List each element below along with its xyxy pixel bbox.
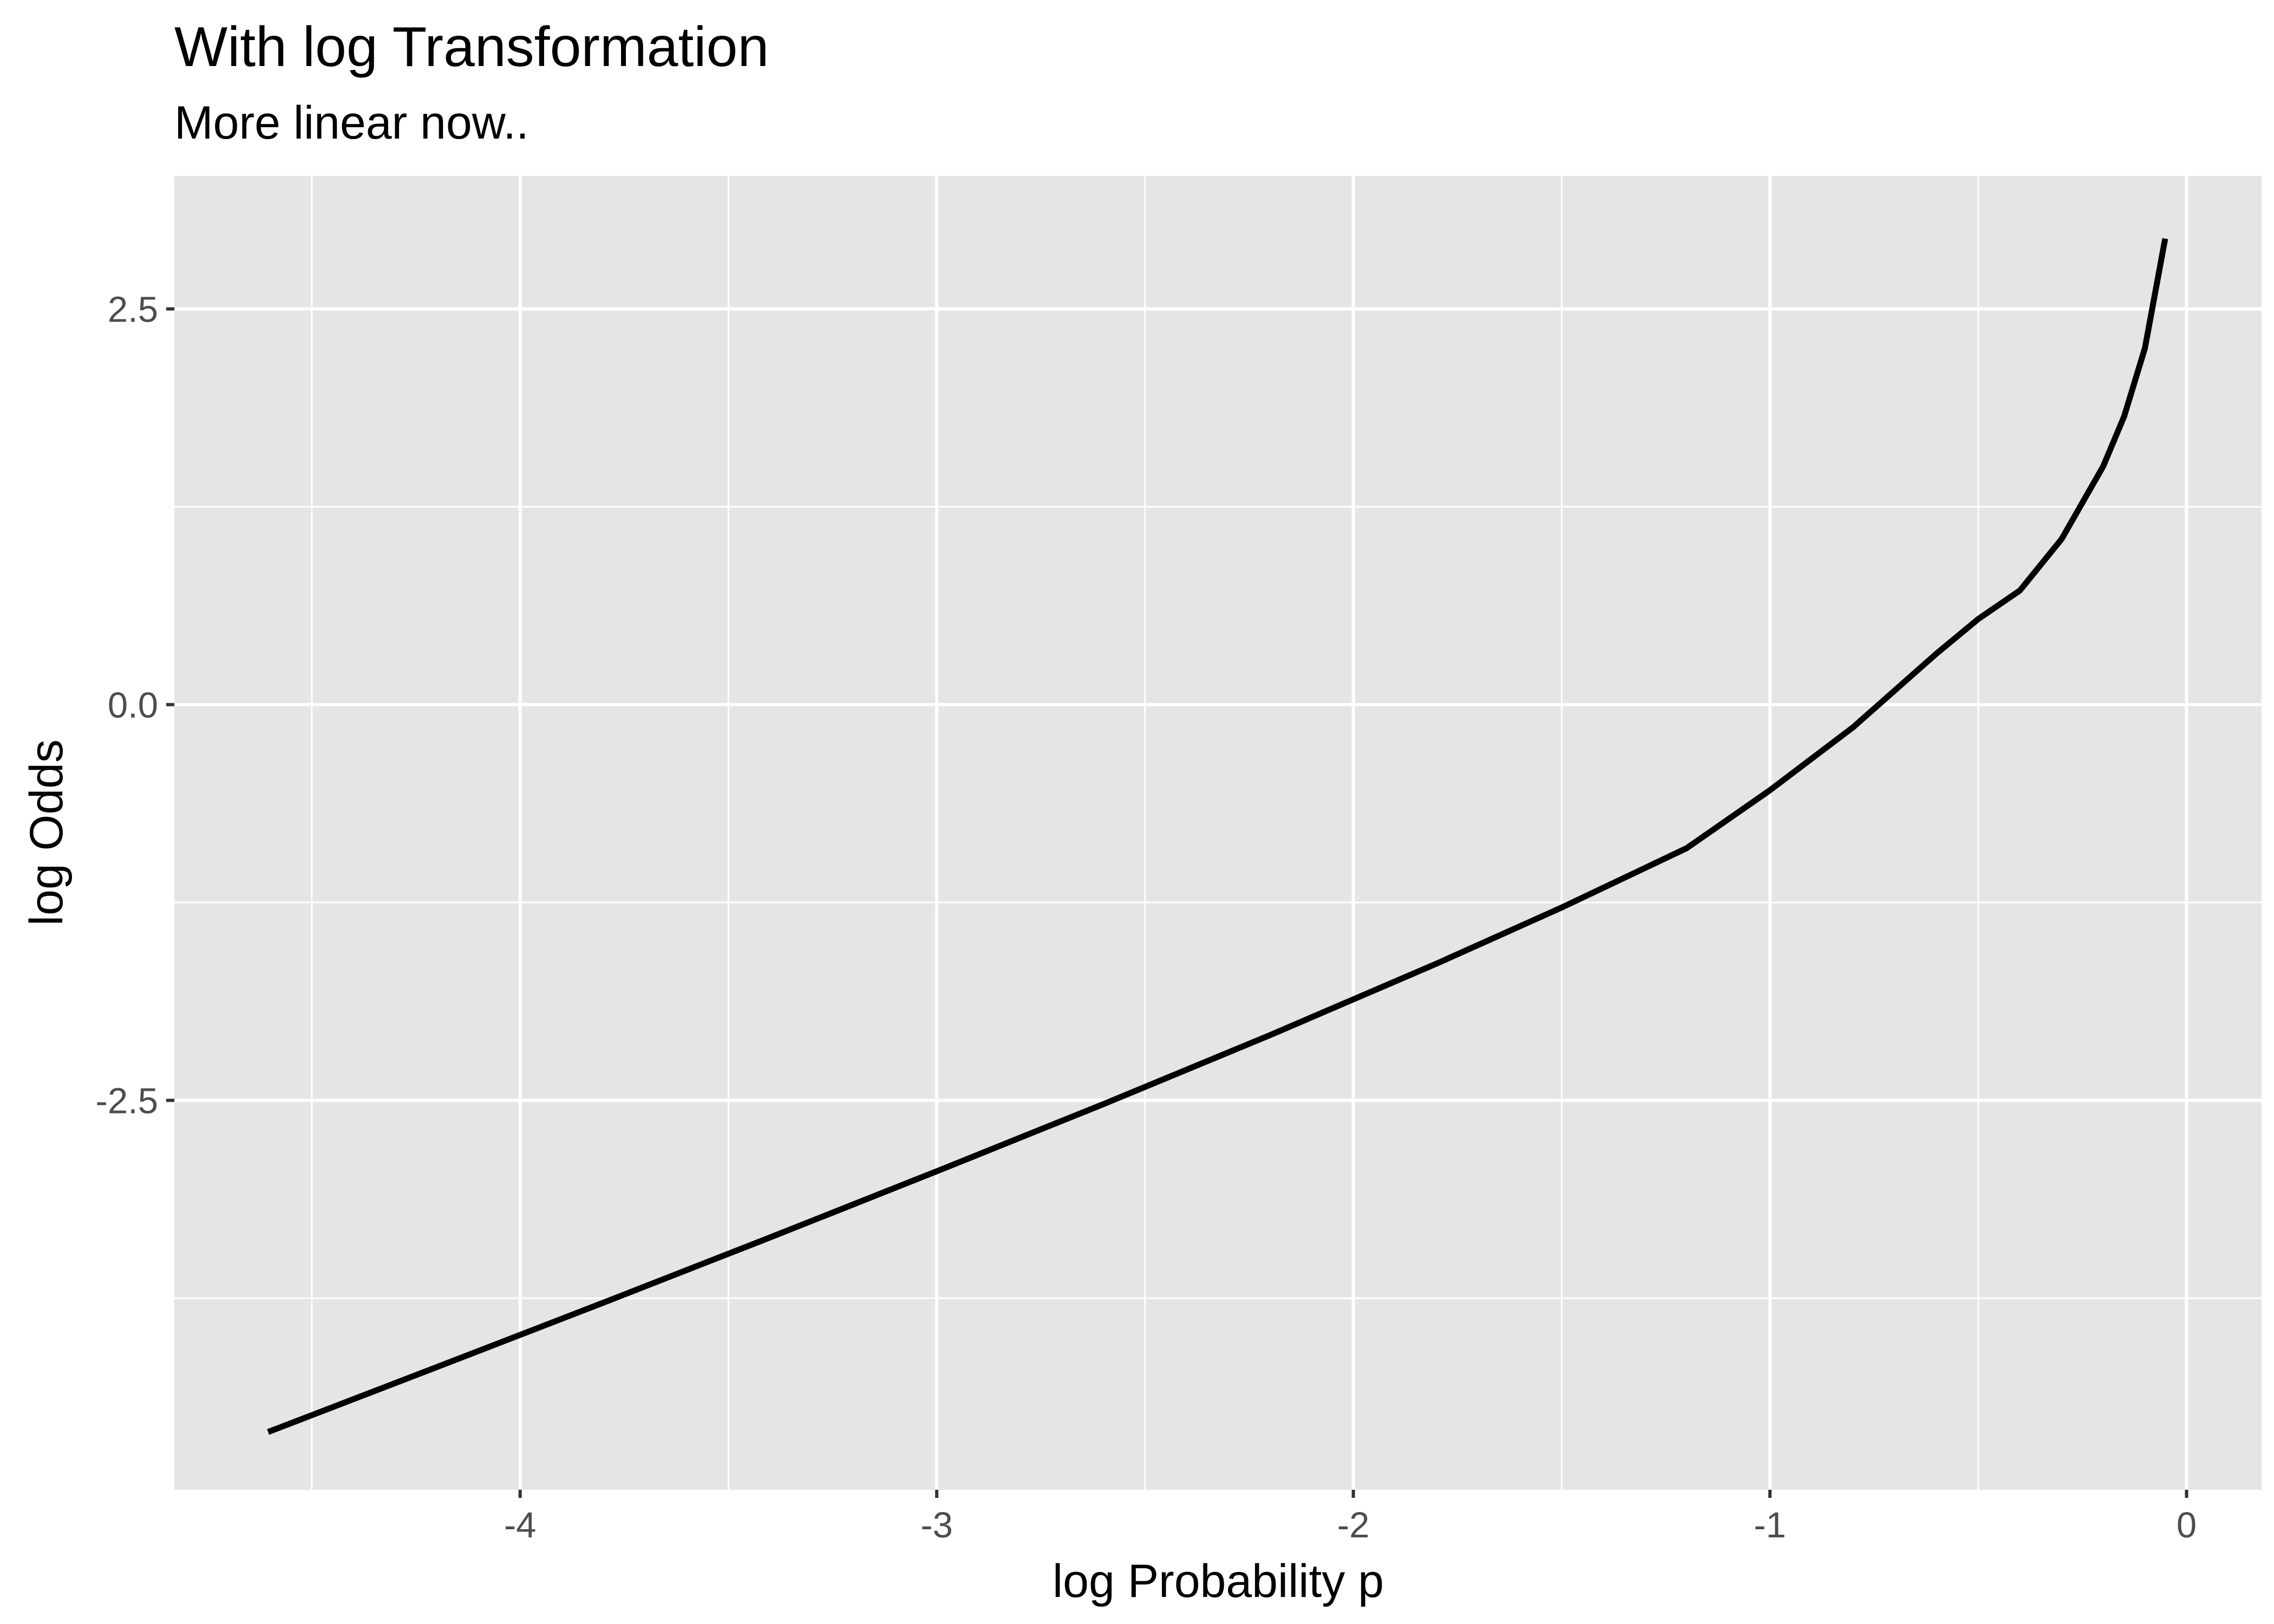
series-line — [267, 238, 2168, 1435]
x-axis-title: log Probability p — [1053, 1555, 1384, 1607]
chart-subtitle: More linear now.. — [174, 97, 529, 149]
data-series — [267, 238, 2168, 1435]
y-tick-label: 0.0 — [108, 685, 158, 726]
minor-gridlines — [174, 176, 2262, 1490]
x-axis: -4 -3 -2 -1 0 — [504, 1490, 2197, 1546]
y-tick-label: -2.5 — [96, 1081, 158, 1122]
x-tick-label: -4 — [504, 1505, 537, 1546]
chart-title: With log Transformation — [174, 16, 769, 78]
x-tick-label: -3 — [920, 1505, 953, 1546]
y-axis-title: log Odds — [21, 739, 73, 926]
y-tick-label: 2.5 — [108, 290, 158, 330]
x-tick-label: 0 — [2177, 1505, 2197, 1546]
major-gridlines — [174, 176, 2262, 1490]
y-axis: -2.5 0.0 2.5 — [96, 290, 174, 1122]
plot-panel — [174, 176, 2262, 1490]
x-tick-label: -2 — [1337, 1505, 1370, 1546]
x-tick-label: -1 — [1754, 1505, 1786, 1546]
